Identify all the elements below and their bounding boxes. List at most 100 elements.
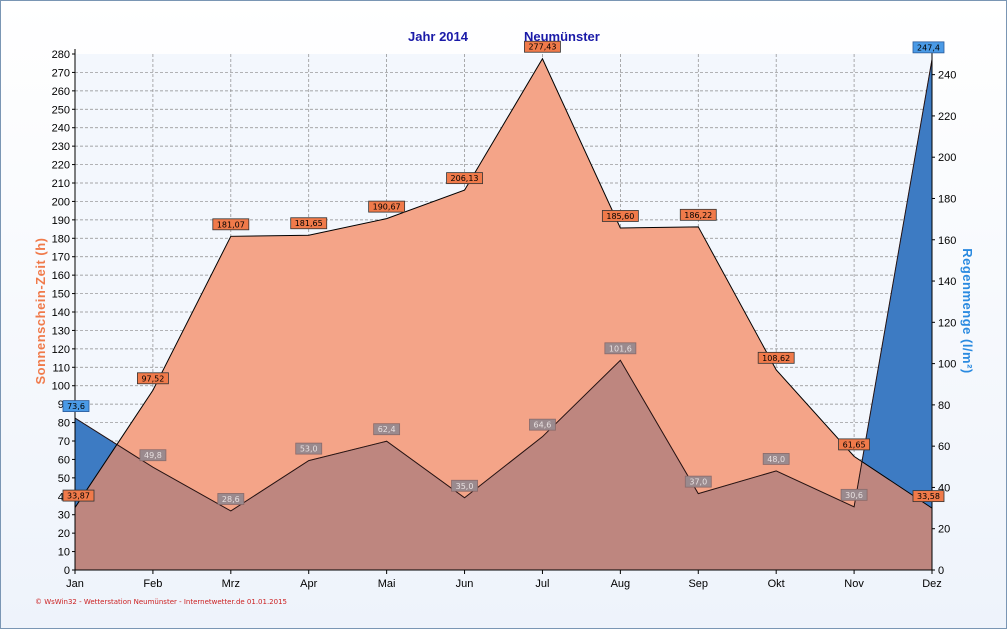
sunshine-line — [74, 57, 933, 509]
rain-data-label-box — [684, 475, 712, 488]
data-labels: 33,87 97,52 181,07 181,65 190,67 206,13 277,43… — [62, 40, 945, 505]
rain-data-label: 35,0 — [456, 482, 474, 491]
y-left-tick-label: 160 — [52, 270, 70, 282]
y-right-tick-label: 100 — [938, 359, 956, 371]
y-right-tick-label: 20 — [938, 524, 950, 536]
y-right-tick-label: 160 — [938, 235, 956, 247]
chart-subtitle: Neumünster — [524, 29, 600, 44]
rain-data-label-box — [840, 488, 868, 501]
rain-data-label: 247,4 — [917, 43, 940, 52]
rain-data-label-box — [373, 423, 401, 436]
y-left-tick-label: 110 — [52, 362, 70, 374]
y-left-tick-label: 0 — [64, 565, 70, 577]
sunshine-data-label: 61,65 — [843, 440, 866, 449]
chart-title: Jahr 2014 — [408, 29, 469, 44]
rain-data-label-box — [62, 400, 90, 412]
sunshine-data-label-box — [838, 438, 870, 451]
sunshine-data-label: 108,62 — [762, 354, 790, 363]
sunshine-area — [75, 58, 932, 571]
x-tick-label: Dez — [922, 578, 942, 590]
sunshine-data-label-box — [290, 217, 328, 230]
y-left-tick-label: 80 — [58, 418, 70, 430]
sunshine-data-label: 186,22 — [684, 211, 712, 220]
y-left-tick-label: 70 — [58, 436, 70, 448]
x-tick-label: Apr — [300, 578, 317, 590]
x-tick-label: Mai — [378, 578, 396, 590]
y-left-tick-label: 190 — [52, 215, 70, 227]
x-tick-label: Mrz — [222, 578, 240, 590]
y-left-tick-label: 60 — [58, 454, 70, 466]
y-left-tick-label: 270 — [52, 67, 70, 79]
sunshine-data-label-box — [912, 490, 945, 503]
sunshine-data-label-box — [137, 372, 169, 385]
y-left-tick-label: 280 — [52, 49, 70, 61]
sunshine-data-label: 190,67 — [373, 203, 401, 212]
y-left-tick-label: 240 — [52, 123, 70, 135]
rain-data-label: 28,6 — [222, 495, 240, 504]
sunshine-data-label-box — [446, 172, 483, 185]
sunshine-data-label-box — [368, 200, 406, 213]
rain-data-label-box — [139, 449, 167, 462]
x-tick-label: Nov — [844, 578, 864, 590]
rain-data-label-box — [451, 479, 478, 492]
sunshine-data-label: 185,60 — [606, 212, 634, 221]
sunshine-data-label: 181,65 — [295, 219, 323, 228]
y-left-tick-label: 140 — [52, 307, 70, 319]
x-tick-label: Jun — [456, 578, 474, 590]
rain-data-label: 49,8 — [144, 451, 162, 460]
y-left-tick-label: 100 — [52, 381, 70, 393]
rain-data-label-box — [912, 41, 945, 54]
y-right-tick-label: 220 — [938, 111, 956, 123]
rain-data-label: 53,0 — [300, 445, 318, 454]
sunshine-data-label: 277,43 — [528, 43, 556, 52]
x-tick-label: Aug — [611, 578, 631, 590]
y-left-tick-label: 150 — [52, 289, 70, 301]
y-left-tick-label: 10 — [58, 547, 70, 559]
rain-data-label: 30,6 — [845, 491, 863, 500]
sunshine-data-label: 206,13 — [451, 174, 479, 183]
x-tick-label: Sep — [688, 578, 708, 590]
rain-data-label-box — [217, 493, 245, 505]
x-tick-label: Jul — [535, 578, 549, 590]
rain-data-label: 37,0 — [689, 478, 707, 487]
y-right-tick-label: 200 — [938, 152, 956, 164]
y-left-tick-label: 30 — [58, 510, 70, 522]
rain-data-label-box — [762, 453, 790, 465]
x-tick-label: Okt — [768, 578, 785, 590]
x-tick-label: Jan — [66, 578, 84, 590]
y-right-tick-label: 0 — [938, 565, 944, 577]
y-right-tick-label: 120 — [938, 317, 956, 329]
footer-credit: © WsWin32 - Wetterstation Neumünster - I… — [35, 598, 287, 606]
y-left-tick-label: 200 — [52, 196, 70, 208]
rain-data-label: 73,6 — [67, 402, 85, 411]
y-axis-left-label: Sonnenschein-Zeit (h) — [33, 238, 48, 385]
y-left-tick-label: 130 — [52, 325, 70, 337]
y-left-tick-label: 230 — [52, 141, 70, 153]
y-left-tick-label: 260 — [52, 86, 70, 98]
x-tick-label: Feb — [143, 578, 162, 590]
y-left-tick-label: 50 — [58, 473, 70, 485]
y-left-tick-label: 20 — [58, 528, 70, 540]
rain-data-label-box — [295, 442, 323, 455]
y-right-tick-label: 60 — [938, 441, 950, 453]
sunshine-data-label-box — [601, 210, 639, 222]
y-right-tick-label: 180 — [938, 193, 956, 205]
y-left-tick-label: 120 — [52, 344, 70, 356]
y-right-tick-label: 140 — [938, 276, 956, 288]
sunshine-data-label-box — [212, 218, 250, 231]
sunshine-data-label-box — [679, 208, 717, 221]
areas — [74, 57, 933, 571]
y-left-tick-label: 170 — [52, 252, 70, 264]
rain-data-label-box — [604, 342, 637, 355]
y-left-tick-label: 180 — [52, 233, 70, 245]
sunshine-data-label: 33,58 — [917, 492, 940, 501]
y-left-tick-label: 220 — [52, 160, 70, 172]
sunshine-data-label-box — [62, 489, 95, 502]
sunshine-data-label-box — [757, 351, 795, 364]
rain-data-label: 64,6 — [534, 421, 552, 430]
y-axis-right-label: Regenmenge (l/m²) — [960, 248, 975, 374]
sunshine-data-label-box — [524, 40, 561, 53]
y-left-tick-label: 210 — [52, 178, 70, 190]
